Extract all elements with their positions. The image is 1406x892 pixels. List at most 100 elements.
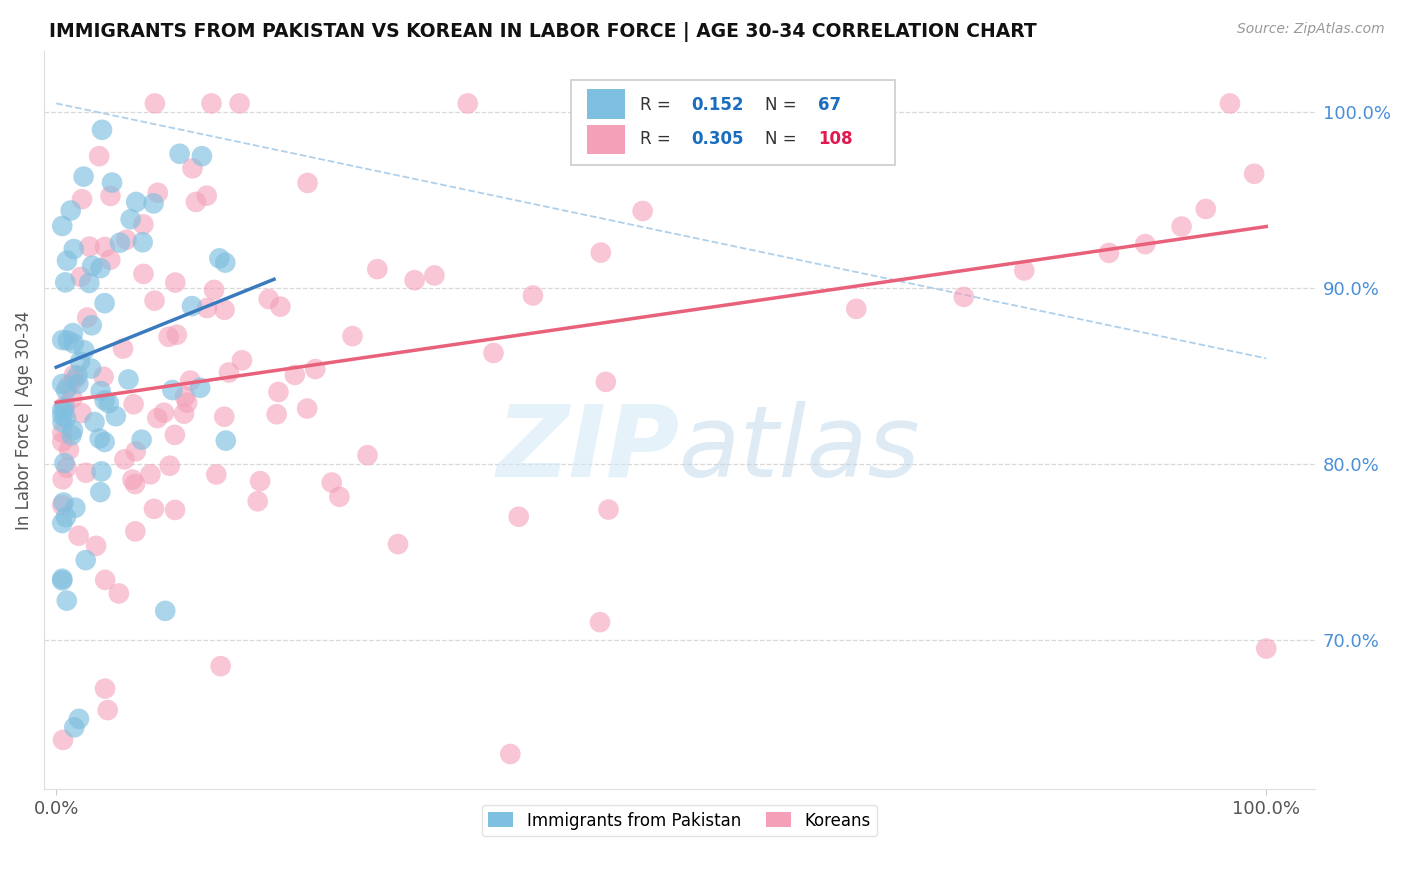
Point — [65, 500, 87, 515]
Point — [184, 194, 207, 209]
Text: N =: N = — [765, 95, 801, 113]
Point — [139, 467, 162, 482]
Point — [51, 402, 73, 417]
Point — [51, 572, 73, 586]
Point — [93, 434, 115, 449]
Point — [155, 604, 177, 618]
Point — [214, 302, 236, 317]
Point — [69, 269, 91, 284]
Point — [93, 369, 115, 384]
Point — [173, 407, 195, 421]
Text: Source: ZipAtlas.com: Source: ZipAtlas.com — [1237, 22, 1385, 37]
Point — [169, 146, 191, 161]
Point — [55, 510, 77, 524]
Point — [108, 586, 131, 600]
Point — [321, 475, 343, 490]
Point — [1243, 167, 1265, 181]
Point — [52, 472, 75, 486]
Point — [132, 267, 155, 281]
Point — [79, 276, 101, 290]
Point — [589, 615, 612, 629]
Point — [228, 96, 250, 111]
Point — [80, 318, 103, 333]
Point — [508, 509, 530, 524]
Point — [200, 96, 222, 111]
Point — [205, 467, 228, 482]
Point — [55, 411, 77, 425]
Point — [70, 406, 93, 420]
Point — [159, 458, 181, 473]
Point — [269, 300, 291, 314]
Point — [83, 415, 105, 429]
Legend: Immigrants from Pakistan, Koreans: Immigrants from Pakistan, Koreans — [482, 805, 877, 837]
Point — [51, 498, 73, 512]
Point — [120, 212, 142, 227]
Point — [284, 368, 307, 382]
Point — [356, 448, 378, 462]
Point — [52, 495, 75, 509]
Point — [1098, 246, 1121, 260]
Text: IMMIGRANTS FROM PAKISTAN VS KOREAN IN LABOR FORCE | AGE 30-34 CORRELATION CHART: IMMIGRANTS FROM PAKISTAN VS KOREAN IN LA… — [49, 22, 1038, 42]
Point — [73, 343, 96, 358]
Text: 0.152: 0.152 — [690, 95, 744, 113]
Point — [131, 235, 153, 250]
Point — [53, 456, 76, 470]
Point — [297, 176, 319, 190]
Point — [146, 186, 169, 200]
Point — [1195, 202, 1218, 216]
Point — [56, 334, 79, 348]
Point — [142, 501, 165, 516]
Point — [51, 219, 73, 233]
Point — [111, 342, 134, 356]
Point — [100, 189, 122, 203]
Point — [845, 301, 868, 316]
Point — [162, 383, 184, 397]
Point — [125, 444, 148, 458]
Point — [165, 276, 187, 290]
Text: 0.305: 0.305 — [690, 130, 744, 148]
Point — [53, 276, 76, 290]
Point — [188, 381, 211, 395]
Point — [1256, 641, 1278, 656]
Point — [89, 485, 111, 500]
Point — [51, 376, 73, 391]
Point — [97, 703, 120, 717]
Point — [94, 681, 117, 696]
Point — [56, 253, 79, 268]
Point — [328, 490, 350, 504]
Point — [267, 384, 290, 399]
Point — [124, 477, 146, 491]
Point — [62, 242, 84, 256]
Point — [266, 407, 288, 421]
Point — [181, 161, 204, 176]
Point — [62, 326, 84, 340]
Text: R =: R = — [640, 130, 676, 148]
Point — [59, 203, 82, 218]
Text: ZIP: ZIP — [496, 401, 679, 498]
Text: 108: 108 — [818, 130, 852, 148]
Point — [231, 353, 253, 368]
Point — [387, 537, 409, 551]
Point — [195, 301, 218, 315]
Point — [97, 396, 120, 410]
Point — [94, 573, 117, 587]
Point — [342, 329, 364, 343]
Point — [191, 149, 214, 163]
Point — [94, 240, 117, 254]
Point — [218, 366, 240, 380]
Text: R =: R = — [640, 95, 676, 113]
Point — [404, 273, 426, 287]
Point — [69, 354, 91, 368]
Point — [52, 733, 75, 747]
Point — [143, 293, 166, 308]
Point — [132, 218, 155, 232]
Point — [62, 391, 84, 405]
Point — [62, 336, 84, 351]
Point — [58, 379, 80, 393]
Point — [457, 96, 479, 111]
Point — [75, 466, 97, 480]
Point — [215, 434, 238, 448]
Point — [67, 529, 90, 543]
Point — [55, 593, 77, 607]
Point — [143, 96, 166, 111]
